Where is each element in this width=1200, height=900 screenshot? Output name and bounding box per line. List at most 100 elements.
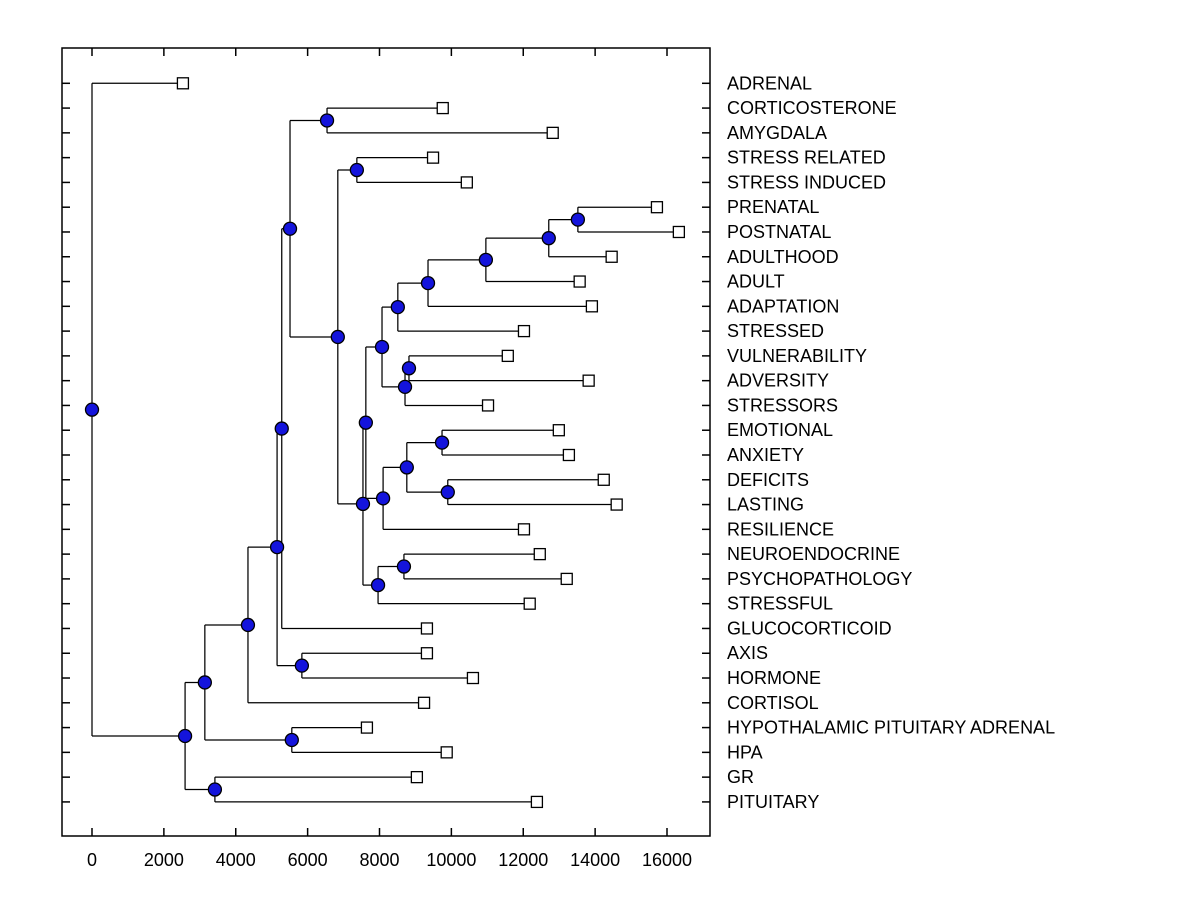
leaf-label: STRESSORS: [727, 395, 838, 415]
leaf-marker[interactable]: [610, 498, 623, 511]
leaf-label: PITUITARY: [727, 792, 819, 812]
leaf-label: STRESSED: [727, 321, 824, 341]
internal-node-marker[interactable]: [177, 728, 193, 744]
leaf-label: POSTNATAL: [727, 222, 831, 242]
leaf-marker[interactable]: [440, 746, 453, 759]
internal-node-marker[interactable]: [349, 162, 365, 178]
leaf-marker[interactable]: [426, 151, 440, 164]
leaf-label: DEFICITS: [727, 470, 809, 490]
internal-node-marker[interactable]: [355, 496, 371, 512]
leaf-marker[interactable]: [176, 77, 190, 90]
internal-node-marker[interactable]: [375, 491, 391, 506]
x-axis-tick-label: 16000: [642, 850, 692, 870]
leaf-marker[interactable]: [582, 374, 595, 387]
leaf-label: AXIS: [727, 643, 768, 663]
x-axis-tick-label: 6000: [288, 850, 328, 870]
leaf-label: PRENATAL: [727, 197, 819, 217]
internal-node-marker[interactable]: [84, 402, 100, 417]
internal-node-marker[interactable]: [319, 113, 335, 128]
leaf-marker[interactable]: [501, 349, 514, 363]
leaf-label: CORTICOSTERONE: [727, 98, 897, 118]
leaf-marker[interactable]: [546, 126, 559, 140]
internal-node-marker[interactable]: [240, 617, 256, 633]
internal-node-marker[interactable]: [358, 415, 373, 430]
internal-node-marker[interactable]: [207, 782, 223, 797]
leaf-marker[interactable]: [650, 201, 664, 214]
leaf-marker[interactable]: [672, 225, 686, 239]
leaf-marker[interactable]: [533, 547, 546, 561]
leaf-marker[interactable]: [420, 622, 434, 635]
leaf-label: AMYGDALA: [727, 123, 827, 143]
leaf-marker[interactable]: [562, 448, 576, 462]
leaf-label: ADULTHOOD: [727, 247, 839, 267]
x-axis-tick-label: 10000: [426, 850, 476, 870]
leaf-label: PSYCHOPATHOLOGY: [727, 569, 912, 589]
x-axis-tick-label: 14000: [570, 850, 620, 870]
leaf-marker[interactable]: [585, 300, 599, 313]
x-axis-tick-label: 2000: [144, 850, 184, 870]
leaf-marker[interactable]: [360, 721, 374, 734]
leaf-marker[interactable]: [517, 324, 531, 338]
leaf-marker[interactable]: [523, 597, 536, 610]
leaf-label: ADAPTATION: [727, 296, 839, 316]
leaf-label: STRESSFUL: [727, 594, 833, 614]
leaf-label: EMOTIONAL: [727, 420, 833, 440]
leaf-marker[interactable]: [466, 671, 480, 685]
leaf-marker[interactable]: [552, 424, 565, 437]
leaf-label: HPA: [727, 742, 763, 762]
internal-node-marker[interactable]: [374, 339, 390, 355]
internal-node-marker[interactable]: [541, 231, 556, 246]
leaf-label: ANXIETY: [727, 445, 804, 465]
internal-node-marker[interactable]: [399, 460, 414, 475]
leaf-label: GR: [727, 767, 754, 787]
x-axis-tick-label: 8000: [359, 850, 399, 870]
leaf-marker[interactable]: [573, 275, 586, 288]
internal-node-marker[interactable]: [390, 299, 405, 315]
leaf-label: VULNERABILITY: [727, 346, 867, 366]
leaf-label: ADULT: [727, 272, 785, 292]
internal-node-marker[interactable]: [570, 212, 586, 227]
x-axis-tick-label: 0: [87, 850, 97, 870]
internal-node-marker[interactable]: [282, 221, 298, 236]
axes-box: [61, 47, 711, 837]
internal-node-marker[interactable]: [370, 577, 386, 593]
leaf-marker[interactable]: [460, 176, 473, 189]
internal-node-marker[interactable]: [269, 539, 285, 555]
leaf-label: GLUCOCORTICOID: [727, 618, 892, 638]
leaf-label: STRESS RELATED: [727, 148, 886, 168]
leaf-label: ADRENAL: [727, 73, 812, 93]
leaf-marker[interactable]: [410, 770, 424, 784]
leaf-label: NEUROENDOCRINE: [727, 544, 900, 564]
leaf-marker[interactable]: [597, 473, 610, 486]
leaf-marker[interactable]: [436, 101, 449, 115]
leaf-marker[interactable]: [560, 572, 573, 586]
leaf-marker[interactable]: [530, 795, 544, 809]
leaf-marker[interactable]: [605, 250, 618, 263]
leaf-marker[interactable]: [420, 647, 434, 660]
internal-node-marker[interactable]: [478, 252, 494, 268]
internal-node-marker[interactable]: [434, 435, 450, 450]
internal-node-marker[interactable]: [397, 379, 413, 395]
leaf-marker[interactable]: [481, 399, 495, 412]
internal-node-marker[interactable]: [274, 421, 289, 436]
leaf-label: ADVERSITY: [727, 371, 829, 391]
internal-node-marker[interactable]: [294, 658, 310, 673]
leaf-marker[interactable]: [517, 523, 531, 536]
leaf-label: HORMONE: [727, 668, 821, 688]
leaf-label: CORTISOL: [727, 693, 819, 713]
internal-node-marker[interactable]: [330, 329, 345, 345]
x-axis-tick-label: 4000: [216, 850, 256, 870]
internal-node-marker[interactable]: [197, 675, 212, 690]
leaf-label: STRESS INDUCED: [727, 172, 886, 192]
leaf-marker[interactable]: [417, 696, 431, 709]
internal-node-marker[interactable]: [284, 732, 299, 748]
x-axis-tick-label: 12000: [498, 850, 548, 870]
internal-node-marker[interactable]: [396, 559, 412, 574]
leaf-label: LASTING: [727, 495, 804, 515]
internal-node-marker[interactable]: [440, 485, 455, 500]
internal-node-marker[interactable]: [420, 275, 436, 291]
internal-node-marker[interactable]: [401, 361, 417, 376]
